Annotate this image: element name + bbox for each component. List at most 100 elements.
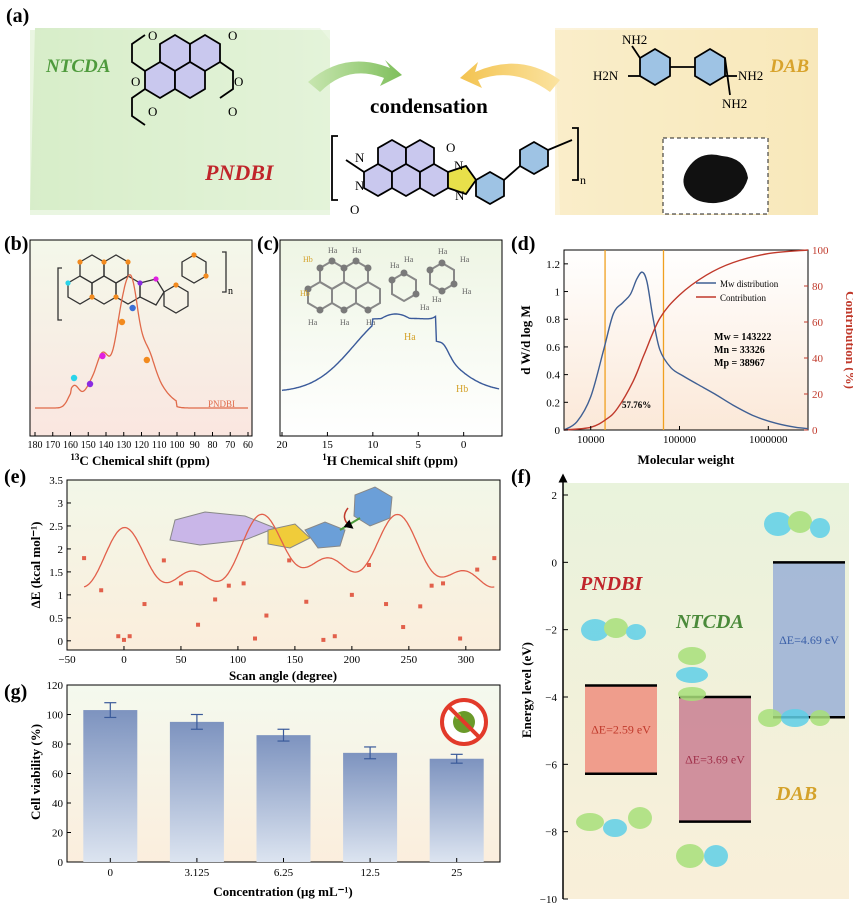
panel-g-label: (g) (4, 681, 27, 703)
pndbi-o-2: O (350, 202, 359, 217)
e-point-12 (253, 636, 258, 641)
panel-d-frame (563, 249, 809, 431)
d-y2tick-label-1: 20 (812, 389, 824, 401)
ntcda-o-4: O (234, 74, 243, 89)
e-point-9 (213, 597, 218, 602)
g-xtick-label-0: 0 (108, 867, 114, 879)
c-atom-3 (352, 257, 360, 265)
e-xtick-label-7: 300 (458, 654, 475, 666)
d-xtick-label-2: 1000000 (749, 434, 788, 446)
panel-e-xlabel: Scan angle (degree) (229, 668, 337, 683)
c-atom-9 (388, 276, 396, 284)
panel-f-ylabel: Energy level (eV) (519, 642, 534, 738)
e-point-0 (82, 556, 87, 561)
e-point-5 (142, 602, 147, 607)
c-xtick-label-2: 10 (367, 439, 379, 451)
e-point-8 (196, 622, 201, 627)
dab-nh2-1: NH2 (622, 32, 647, 47)
d-stat-2: Mp = 38967 (714, 358, 765, 369)
e-point-2 (116, 634, 121, 639)
peak-hb-label: Hb (456, 384, 468, 395)
f-title-dab: DAB (775, 783, 817, 805)
ntcda-o-5: O (148, 104, 157, 119)
e-ytick-label-2: 1 (58, 590, 64, 602)
panel-a-label: (a) (6, 5, 29, 27)
panel-a: (a) NTCDA DAB PNDBI condensation O O O O… (6, 5, 818, 217)
powder-photo (683, 154, 748, 204)
c-xtick-label-3: 5 (416, 439, 422, 451)
c13-peak-marker-0 (70, 374, 78, 382)
c13-peak-marker-5 (143, 356, 151, 364)
c13-peak-marker-2 (99, 352, 106, 360)
structure-atom-dot-10 (203, 273, 209, 279)
g-xtick-label-3: 12.5 (360, 867, 380, 879)
ntcda-o-6: O (228, 104, 237, 119)
c13-spectrum-line (35, 273, 248, 409)
d-y2tick-label-3: 60 (812, 317, 824, 329)
e-point-20 (384, 602, 389, 607)
f-ytick-label-0: −10 (540, 894, 558, 906)
c13-superscript: 13 (70, 452, 80, 462)
d-ytick-label-3: 0.6 (546, 342, 560, 354)
panel-f: (f) −10 −8 −6 −4 −2 0 2 ΔE=2.59 eV PNDBI ΔE=3.69 … (511, 466, 849, 906)
f-ytick-label-5: 0 (552, 557, 558, 569)
e-ytick-label-5: 2.5 (49, 521, 63, 533)
e-xtick-label-3: 100 (230, 654, 247, 666)
e-point-25 (458, 636, 463, 641)
structure-atom-dot-0 (77, 259, 83, 265)
d-ytick-label-0: 0 (555, 425, 561, 437)
c-h-label-4: Ha (308, 318, 318, 327)
e-xtick-label-4: 150 (287, 654, 304, 666)
panel-b-n-subscript: n (228, 286, 233, 297)
g-ytick-label-3: 60 (52, 769, 64, 781)
c-h-label-12: Ha (462, 287, 472, 296)
panel-b-legend: PNDBI (208, 399, 235, 409)
g-bar-0 (83, 710, 138, 862)
d-ytick-label-5: 1 (555, 287, 561, 299)
e-point-16 (321, 637, 326, 642)
condensation-label: condensation (370, 94, 488, 118)
e-ytick-label-1: 0.5 (49, 613, 63, 625)
panel-b: (b) n PNDBI 180 170 160 150 140 130 120 110 100 9… (4, 233, 253, 468)
c-atom-12 (426, 266, 434, 274)
g-ytick-label-5: 100 (47, 710, 64, 722)
panel-b-x-ticks: 180 170 160 150 140 130 120 110 100 90 80 70 60 (28, 432, 253, 451)
panel-b-label: (b) (4, 233, 28, 255)
f-title-pndbi: PNDBI (579, 573, 643, 595)
structure-atom-dot-3 (65, 280, 71, 286)
pndbi-title: PNDBI (204, 160, 275, 185)
e-point-10 (226, 583, 231, 588)
e-xtick-label-1: 0 (121, 654, 127, 666)
panel-d-ylabel: d W/d log M (518, 305, 533, 374)
panel-e-dihedral-model (169, 486, 393, 549)
panel-c-atoms (304, 257, 458, 314)
b-xtick-label-1: 170 (45, 440, 60, 451)
c-atom-11 (412, 290, 420, 298)
c-h-label-0: Hb (303, 255, 313, 264)
structure-atom-dot-7 (153, 276, 159, 282)
panel-f-plot: −10 −8 −6 −4 −2 0 2 ΔE=2.59 eV PNDBI ΔE=3.69 eV NT… (540, 473, 845, 906)
e-ytick-label-3: 1.5 (49, 567, 63, 579)
panel-g-xlabel: Concentration (μg mL⁻¹) (213, 884, 352, 899)
f-gap-label-1: ΔE=3.69 eV (685, 752, 745, 766)
c-atom-13 (438, 259, 446, 267)
f-ytick-label-1: −8 (545, 827, 557, 839)
g-xtick-label-1: 3.125 (185, 867, 210, 879)
c-h-label-5: Ha (340, 318, 350, 327)
d-y2tick-label-0: 0 (812, 425, 818, 437)
panel-g-ylabel: Cell viability (%) (28, 724, 43, 820)
d-y2tick-label-4: 80 (812, 281, 824, 293)
ntcda-o-2: O (228, 28, 237, 43)
c-h-label-2: Ha (352, 246, 362, 255)
e-point-6 (161, 558, 166, 563)
c13-peak-marker-1 (86, 380, 94, 388)
g-bar-4 (429, 758, 484, 862)
orbital-blobs (576, 511, 830, 868)
g-bar-1 (169, 721, 224, 862)
d-ytick-label-1: 0.2 (546, 397, 560, 409)
e-point-1 (99, 588, 104, 593)
d-y2tick-label-2: 40 (812, 353, 824, 365)
b-xtick-label-12: 60 (243, 440, 253, 451)
c-atom-7 (340, 306, 348, 314)
c-atom-4 (364, 264, 372, 272)
